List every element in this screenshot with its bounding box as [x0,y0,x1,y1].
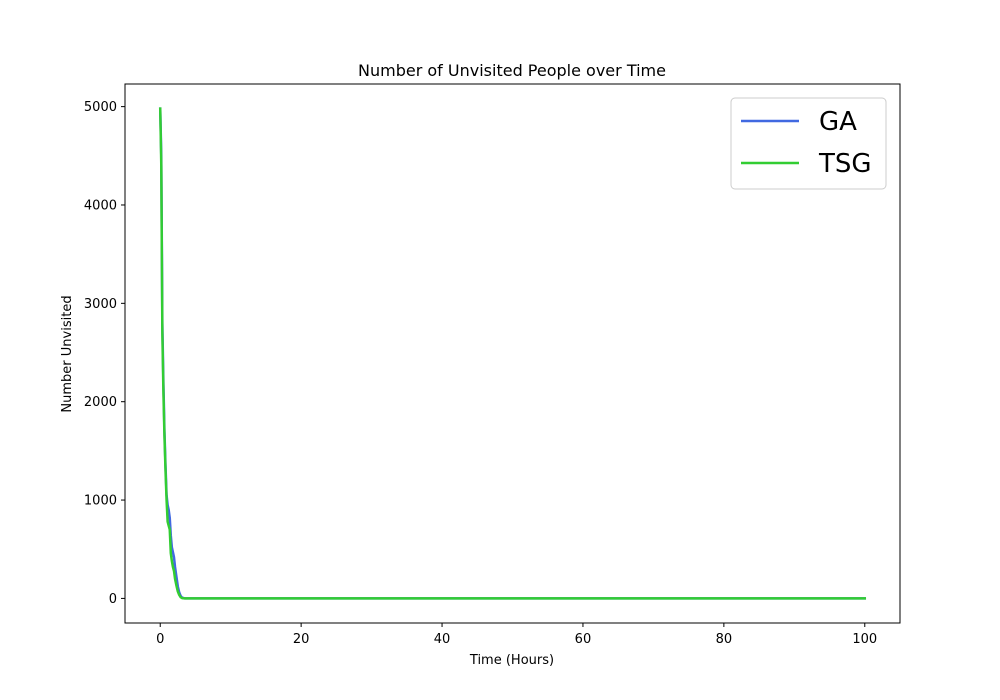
x-tick-label: 0 [156,632,164,647]
legend: GA TSG [730,97,887,190]
y-tick-label: 3000 [84,297,117,312]
x-tick-label: 40 [434,632,451,647]
y-tick-label: 2000 [84,395,117,410]
legend-label-ga: GA [819,107,857,137]
x-axis-label: Time (Hours) [469,653,554,668]
x-tick-label: 60 [575,632,592,647]
legend-label-tsg: TSG [818,149,872,179]
y-tick-label: 0 [109,592,117,607]
y-tick-label: 4000 [84,198,117,213]
y-axis-label: Number Unvisited [60,295,75,412]
y-tick-label: 1000 [84,494,117,509]
x-tick-label: 80 [716,632,733,647]
chart-title: Number of Unvisited People over Time [358,61,666,80]
series-line-tsg [158,107,867,600]
plot-frame [124,83,901,624]
x-tick-label: 20 [293,632,310,647]
x-tick-label: 100 [852,632,877,647]
y-tick-label: 5000 [84,100,117,115]
series-layer [158,107,867,600]
